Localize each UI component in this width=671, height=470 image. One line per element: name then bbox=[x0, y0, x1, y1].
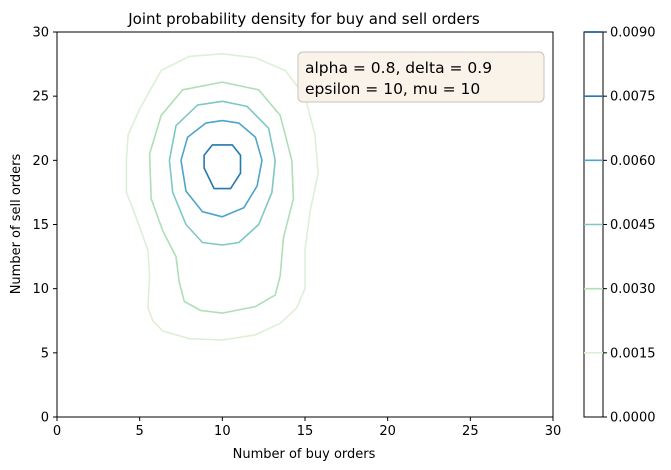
colorbar-tick-label: 0.0030 bbox=[610, 282, 656, 297]
y-tick-label: 20 bbox=[32, 154, 49, 169]
x-tick-label: 5 bbox=[136, 424, 144, 439]
annotation-line-2: epsilon = 10, mu = 10 bbox=[305, 80, 480, 98]
colorbar-tick-label: 0.0000 bbox=[610, 411, 656, 426]
contour-line-0-006 bbox=[180, 119, 263, 218]
x-tick-label: 20 bbox=[379, 424, 396, 439]
contour-line-0-0075 bbox=[203, 144, 242, 190]
x-tick-label: 15 bbox=[297, 424, 314, 439]
y-tick-label: 5 bbox=[41, 346, 49, 361]
colorbar-tick-label: 0.0045 bbox=[610, 218, 656, 233]
y-tick-label: 0 bbox=[41, 411, 49, 426]
y-axis: 0 5 10 15 20 25 30 bbox=[32, 26, 57, 426]
y-tick-label: 10 bbox=[32, 282, 49, 297]
chart-title: Joint probability density for buy and se… bbox=[127, 10, 480, 28]
colorbar-tick-label: 0.0090 bbox=[610, 26, 656, 41]
annotation-box: alpha = 0.8, delta = 0.9 epsilon = 10, m… bbox=[297, 51, 545, 103]
colorbar-tick-label: 0.0060 bbox=[610, 154, 656, 169]
colorbar-tick-label: 0.0015 bbox=[610, 346, 656, 361]
annotation-box-bg bbox=[297, 51, 545, 103]
contour-line-0-0045 bbox=[168, 100, 276, 246]
colorbar-tick-label: 0.0075 bbox=[610, 90, 656, 105]
x-tick-label: 25 bbox=[462, 424, 479, 439]
y-axis-label: Number of sell orders bbox=[9, 153, 24, 294]
x-axis-label: Number of buy orders bbox=[233, 447, 376, 462]
x-tick-label: 30 bbox=[545, 424, 562, 439]
x-axis: 0 5 10 15 20 25 30 bbox=[53, 417, 561, 439]
y-tick-label: 30 bbox=[32, 26, 49, 41]
annotation-line-1: alpha = 0.8, delta = 0.9 bbox=[305, 59, 492, 77]
contour-line-0-003 bbox=[148, 81, 295, 314]
y-tick-label: 15 bbox=[32, 218, 49, 233]
x-tick-label: 10 bbox=[214, 424, 231, 439]
y-tick-label: 25 bbox=[32, 90, 49, 105]
x-tick-label: 0 bbox=[53, 424, 61, 439]
contour-line-0-0015 bbox=[125, 53, 319, 341]
colorbar: 0.0000 0.0015 0.0030 0.0045 0.0060 0.0075 0.00… bbox=[583, 26, 656, 426]
